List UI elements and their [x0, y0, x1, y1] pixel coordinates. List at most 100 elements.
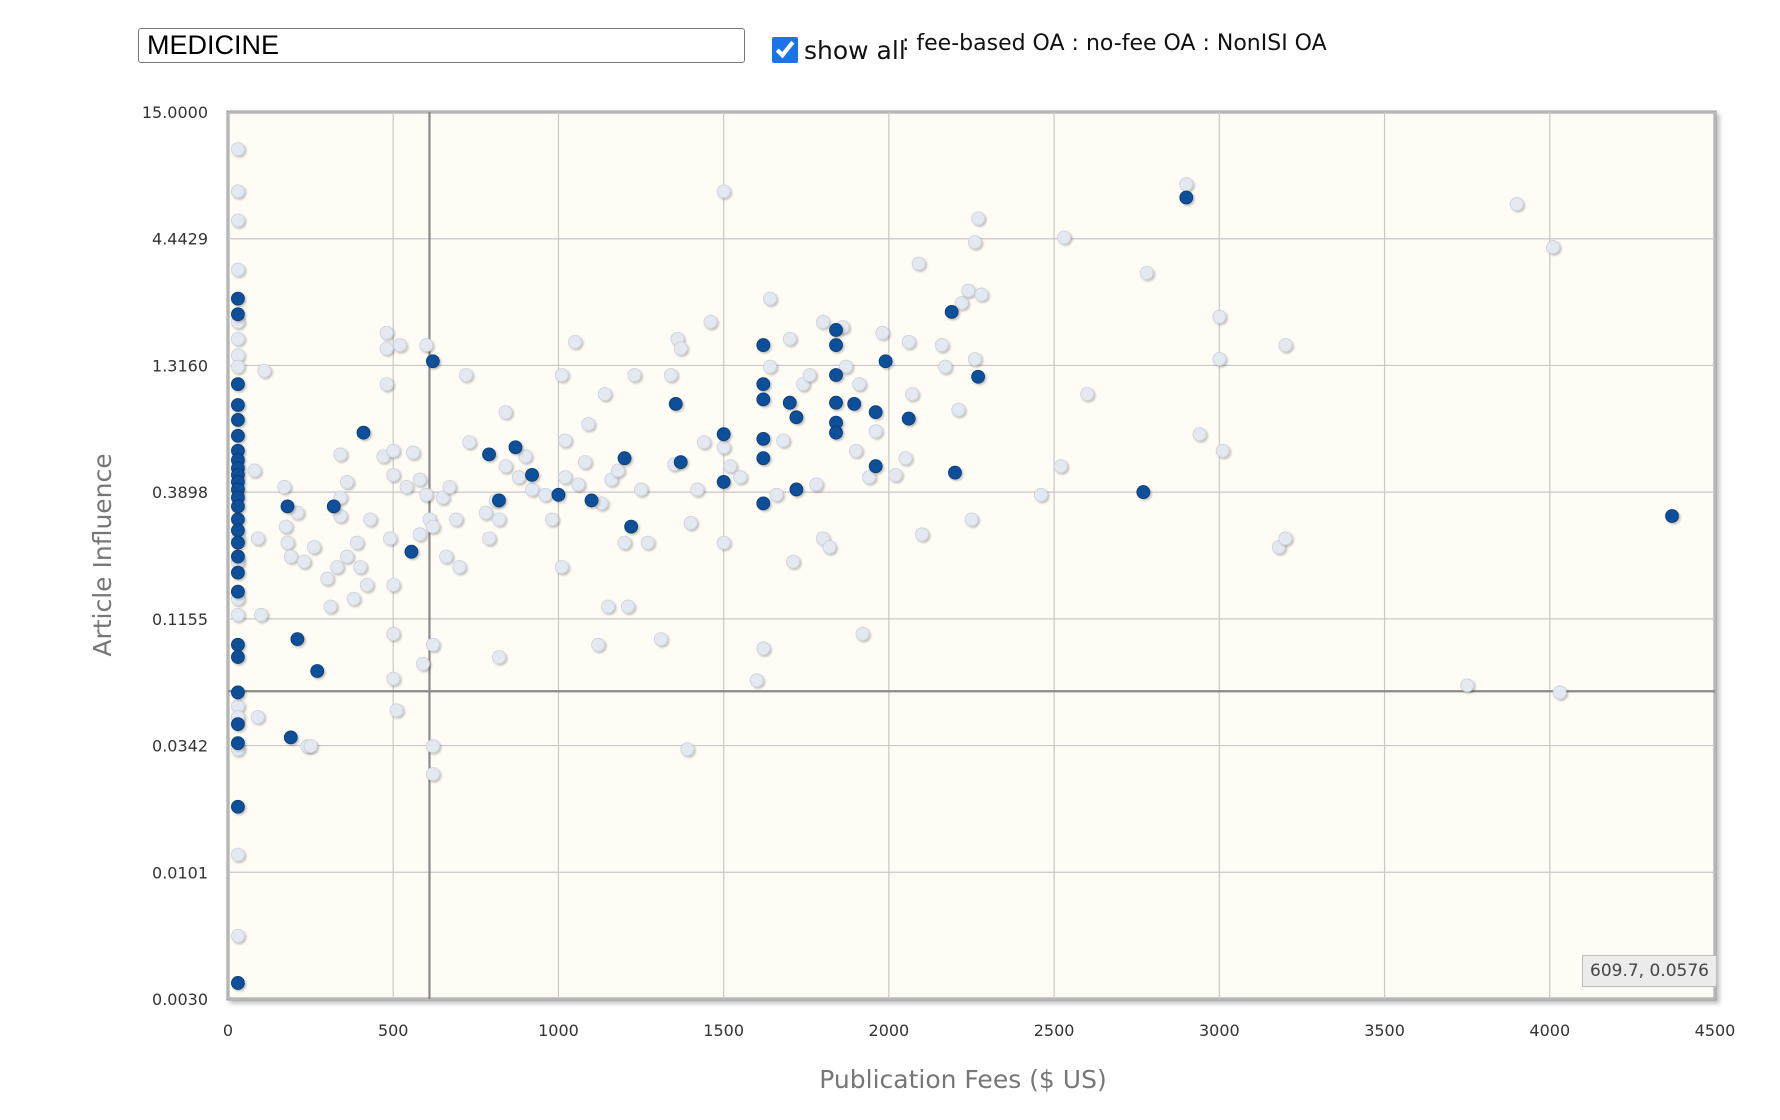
data-point-other[interactable]	[964, 512, 979, 527]
data-point-highlighted[interactable]	[231, 412, 245, 427]
data-point-other[interactable]	[231, 928, 245, 943]
data-point-other[interactable]	[951, 402, 966, 417]
data-point-highlighted[interactable]	[789, 482, 804, 497]
data-point-other[interactable]	[763, 291, 777, 306]
data-point-other[interactable]	[601, 599, 615, 614]
data-point-highlighted[interactable]	[231, 499, 245, 514]
data-point-other[interactable]	[683, 516, 698, 530]
data-point-other[interactable]	[938, 359, 952, 374]
data-point-other[interactable]	[283, 549, 298, 564]
data-point-other[interactable]	[558, 433, 572, 448]
data-point-other[interactable]	[848, 443, 863, 458]
data-point-other[interactable]	[498, 405, 513, 420]
data-point-other[interactable]	[961, 283, 976, 298]
data-point-other[interactable]	[934, 338, 949, 352]
show-all-toggle[interactable]: show all	[772, 32, 906, 68]
data-point-other[interactable]	[577, 455, 592, 470]
data-point-other[interactable]	[974, 287, 989, 302]
data-point-highlighted[interactable]	[847, 396, 862, 411]
data-point-highlighted[interactable]	[756, 377, 771, 391]
data-point-other[interactable]	[392, 338, 407, 352]
data-point-other[interactable]	[597, 387, 612, 401]
data-point-other[interactable]	[868, 424, 883, 439]
data-point-other[interactable]	[323, 599, 338, 614]
data-point-other[interactable]	[634, 482, 648, 497]
data-point-other[interactable]	[389, 703, 404, 718]
data-point-other[interactable]	[640, 535, 655, 550]
data-point-other[interactable]	[419, 338, 434, 352]
data-point-other[interactable]	[277, 479, 292, 494]
data-point-other[interactable]	[399, 479, 414, 494]
data-point-other[interactable]	[231, 142, 245, 157]
data-point-other[interactable]	[333, 509, 348, 523]
data-point-highlighted[interactable]	[901, 411, 916, 426]
data-point-other[interactable]	[901, 334, 916, 349]
data-point-other[interactable]	[425, 739, 440, 754]
data-point-other[interactable]	[716, 184, 731, 199]
data-point-highlighted[interactable]	[231, 736, 245, 751]
data-point-highlighted[interactable]	[231, 523, 245, 538]
data-point-other[interactable]	[425, 637, 440, 652]
data-point-other[interactable]	[763, 359, 777, 374]
data-point-other[interactable]	[617, 535, 632, 550]
data-point-other[interactable]	[1215, 443, 1230, 458]
data-point-other[interactable]	[756, 641, 771, 656]
data-point-other[interactable]	[386, 671, 401, 686]
data-point-other[interactable]	[544, 512, 559, 527]
data-point-other[interactable]	[782, 331, 797, 346]
data-point-other[interactable]	[852, 377, 867, 391]
data-point-other[interactable]	[703, 314, 718, 329]
data-point-highlighted[interactable]	[829, 425, 843, 440]
data-point-other[interactable]	[1509, 197, 1524, 211]
data-point-other[interactable]	[1546, 240, 1560, 254]
data-point-other[interactable]	[231, 213, 245, 228]
data-point-other[interactable]	[231, 262, 245, 277]
data-point-highlighted[interactable]	[789, 410, 804, 425]
data-point-other[interactable]	[954, 295, 969, 310]
show-all-checkbox[interactable]	[772, 37, 798, 63]
data-point-other[interactable]	[862, 470, 876, 485]
data-point-highlighted[interactable]	[404, 544, 419, 559]
data-point-highlighted[interactable]	[829, 323, 843, 337]
data-point-other[interactable]	[749, 673, 764, 688]
data-point-other[interactable]	[278, 519, 293, 534]
data-point-other[interactable]	[875, 325, 890, 340]
data-point-highlighted[interactable]	[482, 447, 496, 462]
data-point-other[interactable]	[839, 359, 853, 374]
data-point-other[interactable]	[554, 560, 569, 574]
data-point-other[interactable]	[802, 368, 817, 382]
data-point-other[interactable]	[1057, 230, 1071, 245]
data-point-highlighted[interactable]	[829, 395, 843, 410]
data-point-highlighted[interactable]	[944, 305, 959, 319]
data-point-highlighted[interactable]	[231, 428, 245, 443]
data-point-other[interactable]	[412, 527, 427, 542]
data-point-other[interactable]	[346, 591, 361, 606]
filter-link-nonisi-oa[interactable]: : NonISI OA	[1195, 31, 1327, 56]
data-point-other[interactable]	[1212, 352, 1227, 366]
data-point-other[interactable]	[690, 482, 705, 497]
data-point-highlighted[interactable]	[782, 395, 797, 410]
data-point-other[interactable]	[419, 487, 434, 502]
data-point-other[interactable]	[383, 531, 397, 546]
data-point-other[interactable]	[1212, 309, 1227, 324]
data-point-highlighted[interactable]	[356, 425, 371, 440]
data-point-other[interactable]	[1460, 678, 1475, 693]
data-point-highlighted[interactable]	[878, 354, 893, 369]
data-point-other[interactable]	[653, 632, 668, 647]
data-point-other[interactable]	[482, 531, 496, 546]
data-point-highlighted[interactable]	[1179, 190, 1194, 205]
data-point-highlighted[interactable]	[756, 496, 771, 511]
data-point-other[interactable]	[307, 540, 321, 554]
data-point-other[interactable]	[330, 560, 344, 574]
data-point-other[interactable]	[888, 467, 903, 482]
data-point-other[interactable]	[898, 451, 913, 466]
data-point-other[interactable]	[247, 463, 262, 478]
data-point-other[interactable]	[1192, 427, 1207, 442]
data-point-other[interactable]	[254, 607, 268, 622]
data-point-other[interactable]	[776, 433, 791, 448]
data-point-highlighted[interactable]	[617, 451, 632, 466]
plot-area[interactable]	[226, 110, 1717, 1001]
data-point-other[interactable]	[231, 607, 245, 622]
data-point-other[interactable]	[303, 739, 318, 754]
data-point-highlighted[interactable]	[492, 493, 506, 508]
